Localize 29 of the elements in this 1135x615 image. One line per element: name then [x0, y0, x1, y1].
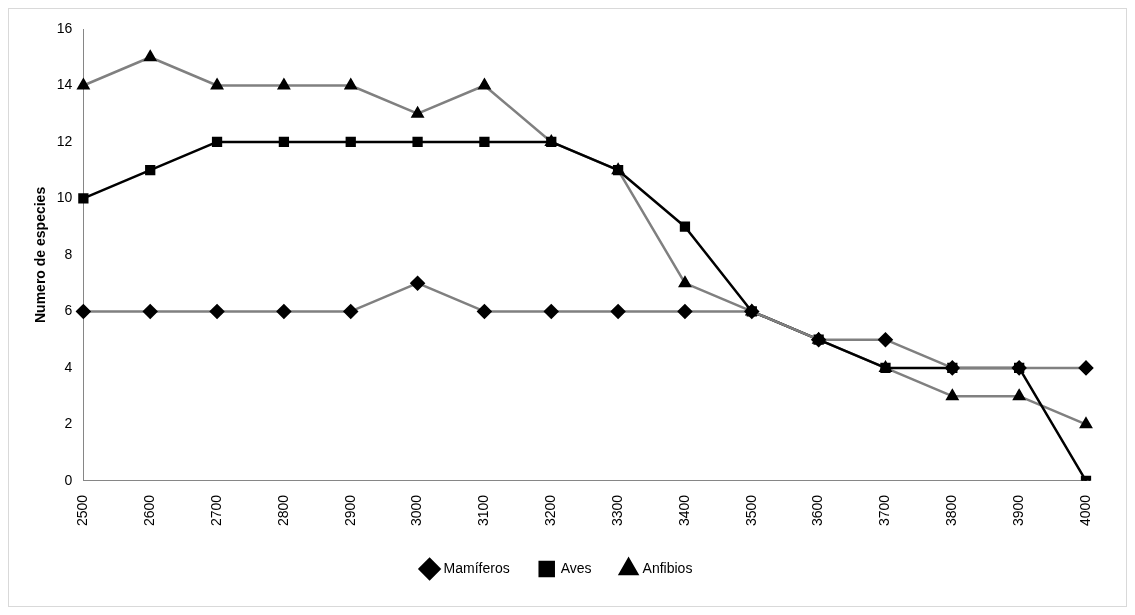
y-tick-label: 0 — [64, 471, 73, 488]
x-tick-label: 3800 — [943, 494, 960, 527]
y-tick-label: 4 — [64, 358, 73, 375]
x-tick-label: 3300 — [608, 494, 625, 527]
x-tick-label: 2800 — [274, 494, 291, 527]
x-tick-label: 2600 — [141, 494, 158, 527]
legend-label: Mamíferos — [443, 559, 510, 576]
legend-label: Aves — [560, 559, 592, 576]
y-tick-label: 8 — [64, 245, 73, 262]
x-tick-label: 3100 — [475, 494, 492, 527]
x-tick-label: 4000 — [1076, 494, 1093, 527]
x-tick-label: 3600 — [809, 494, 826, 527]
x-tick-label: 2700 — [207, 494, 224, 527]
x-tick-label: 3200 — [542, 494, 559, 527]
y-tick-label: 6 — [64, 302, 73, 319]
x-tick-label: 3000 — [408, 494, 425, 527]
x-tick-label: 3500 — [742, 494, 759, 527]
x-tick-label: 3900 — [1010, 494, 1027, 527]
x-tick-label: 3400 — [675, 494, 692, 527]
y-tick-label: 2 — [64, 415, 73, 432]
y-tick-label: 14 — [56, 76, 73, 93]
x-tick-label: 2500 — [74, 494, 91, 527]
x-tick-label: 3700 — [876, 494, 893, 527]
x-tick-label: 2900 — [341, 494, 358, 527]
y-axis-title: Numero de especies — [32, 186, 49, 324]
y-tick-label: 12 — [56, 132, 73, 149]
y-tick-label: 16 — [56, 19, 73, 36]
y-tick-label: 10 — [56, 189, 73, 206]
legend-label: Anfibios — [642, 559, 693, 576]
